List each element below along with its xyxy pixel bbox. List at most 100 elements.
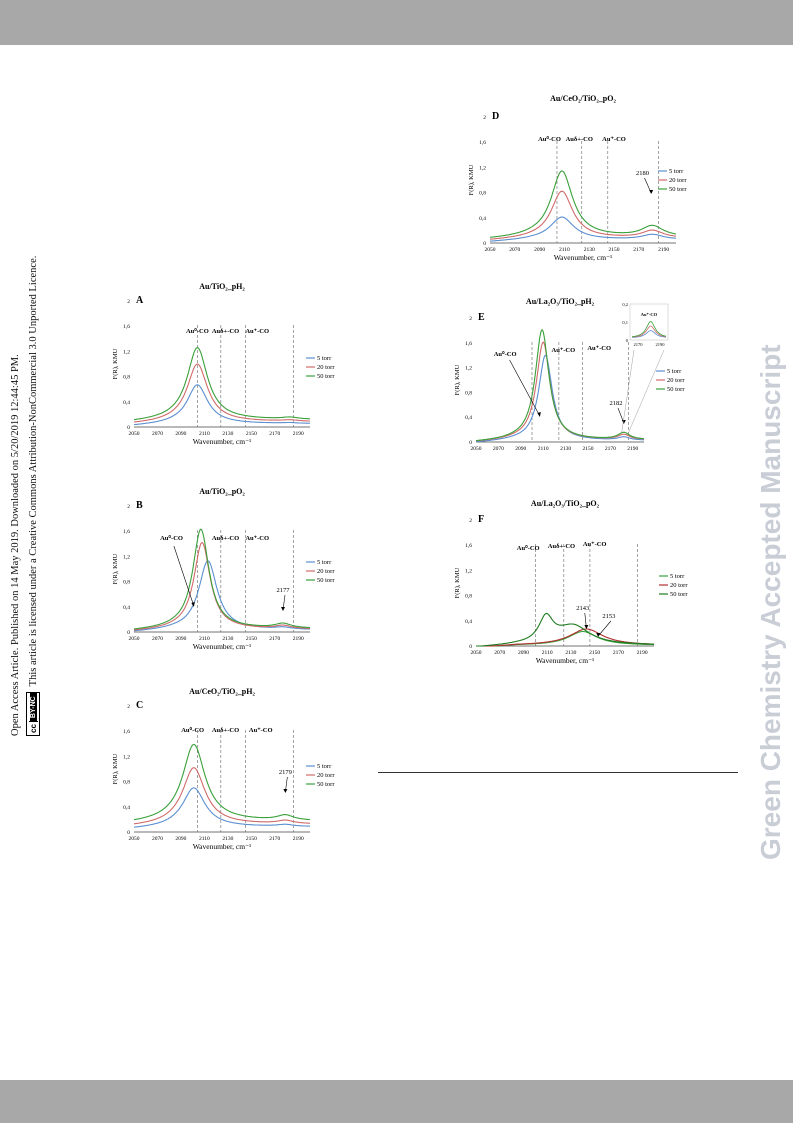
- y-tick-label: 0: [469, 440, 472, 446]
- series-line: [476, 354, 644, 443]
- x-tick-label: 2090: [175, 431, 186, 437]
- shift-arrowhead: [191, 602, 195, 607]
- peak-annotation: Au⁺-CO: [249, 727, 273, 734]
- y-tick-label: 0,8: [123, 780, 130, 786]
- legend-label: 5 torr: [669, 168, 684, 175]
- y-tick-label: 1,6: [123, 324, 130, 330]
- y-tick-label: 0: [483, 241, 486, 247]
- x-tick-label: 2110: [542, 650, 553, 656]
- panel-letter: D: [492, 111, 499, 122]
- y-tick-label: 1,2: [479, 165, 486, 171]
- peak-annotation: Au⁰-CO: [517, 544, 540, 552]
- series-line: [489, 170, 677, 238]
- x-tick-label: 2050: [129, 636, 140, 642]
- y-tick-label: 0,4: [465, 619, 472, 625]
- y-tick-label: 0,4: [123, 400, 130, 406]
- marker-arrowhead: [621, 420, 626, 424]
- y-tick-label: 1,2: [465, 366, 472, 372]
- panel-letter: A: [136, 295, 144, 306]
- chart-f: Au/La₂O₃/TiO₂_pO₂ F 0 0,4 0,8 1,2 1,6 2 2050 2070…: [454, 499, 688, 665]
- peak-annotation: Au⁰-CO: [494, 350, 517, 358]
- inset-annotation: Au⁺-CO: [641, 312, 658, 317]
- y-tick-label: 0: [127, 830, 130, 836]
- x-axis-label: Wavenumber, cm⁻¹: [193, 642, 252, 651]
- chart-panel-a: Au/TiO₂_pH₂ A 0 0,4 0,8 1,2 1,6 2 2050 2070 2090 21…: [110, 282, 335, 463]
- x-tick-label: 2090: [518, 650, 529, 656]
- x-tick-label: 2070: [152, 636, 163, 642]
- series-line: [133, 541, 311, 631]
- peak-marker-label: 2177: [277, 587, 291, 594]
- x-tick-label: 2190: [627, 446, 638, 452]
- marker-arrowhead: [649, 190, 654, 194]
- y-axis-label: F(R), KMU: [468, 164, 475, 195]
- x-tick-label: 2070: [152, 431, 163, 437]
- legend-label: 50 torr: [670, 591, 688, 598]
- by-nc-badge-text: BY-NC: [29, 693, 37, 722]
- x-tick-label: 2170: [269, 636, 280, 642]
- shift-arrow: [173, 545, 195, 607]
- inset-y-tick: 0,2: [622, 302, 628, 308]
- shift-arrowhead: [537, 412, 541, 417]
- peak-annotation: Au⁰-CO: [186, 327, 209, 335]
- chart-title: Au/La₂O₃/TiO₂_pH₂: [526, 297, 595, 306]
- peak-marker-label: 2153: [602, 613, 615, 620]
- shift-arrow: [509, 359, 541, 417]
- y-tick-label: 2: [127, 504, 130, 510]
- x-tick-label: 2050: [129, 836, 140, 842]
- peak-annotation: Au⁺-CO: [552, 347, 576, 354]
- series-line: [133, 767, 310, 825]
- accepted-manuscript-watermark: Green Chemistry Accepted Manuscript: [755, 344, 786, 860]
- y-tick-label: 2: [469, 518, 472, 524]
- header-bar: [0, 0, 793, 45]
- x-tick-label: 2130: [222, 836, 233, 842]
- legend-label: 5 torr: [317, 355, 332, 362]
- legend-label: 5 torr: [670, 573, 685, 580]
- inset-connector: [628, 349, 665, 434]
- x-tick-label: 2110: [538, 446, 549, 452]
- peak-annotation: Auδ+-CO: [212, 727, 239, 734]
- peak-annotation: Au⁺-CO: [583, 541, 607, 548]
- y-tick-label: 1,6: [465, 341, 472, 347]
- peak-annotation: Auδ+-CO: [212, 535, 239, 542]
- y-tick-label: 1,2: [123, 554, 130, 560]
- inset-series-line: [632, 330, 667, 338]
- footer-bar: [0, 1080, 793, 1123]
- panel-letter: F: [478, 514, 484, 525]
- legend-label: 20 torr: [317, 364, 335, 371]
- peak-annotation: Au⁺-CO: [587, 345, 611, 352]
- y-tick-label: 0,4: [123, 605, 130, 611]
- series-line: [133, 528, 310, 630]
- peak-marker-label: 2179: [279, 769, 292, 776]
- legend-label: 20 torr: [669, 177, 687, 184]
- legend-label: 50 torr: [667, 386, 685, 393]
- series-line: [475, 329, 645, 442]
- cc-license-badge[interactable]: cc BY-NC: [26, 692, 40, 736]
- marker-arrow: [597, 620, 612, 637]
- license-text[interactable]: This article is licensed under a Creativ…: [27, 255, 39, 687]
- y-tick-label: 1,6: [123, 529, 130, 535]
- series-line: [133, 787, 311, 828]
- x-tick-label: 2070: [493, 446, 504, 452]
- chart-title: Au/TiO₂_pH₂: [199, 282, 245, 291]
- marker-arrowhead: [281, 607, 286, 611]
- marker-arrowhead: [596, 633, 601, 637]
- license-note: cc BY-NC This article is licensed under …: [26, 256, 40, 736]
- peak-annotation: Auδ+-CO: [548, 543, 575, 550]
- chart-panel-d: Au/CeO₂/TiO₂_pO₂ D 0 0,4 0,8 1,2 1,6 2 2050 2070 2…: [460, 94, 700, 280]
- peak-marker-label: 2182: [610, 400, 623, 407]
- chart-b: Au/TiO₂_pO₂ B 0 0,4 0,8 1,2 1,6 2 2050 2070 2090 21…: [112, 487, 335, 651]
- peak-annotation: Au⁰-CO: [160, 534, 183, 542]
- y-tick-label: 0,4: [465, 415, 472, 421]
- x-tick-label: 2150: [246, 836, 257, 842]
- x-tick-label: 2050: [471, 446, 482, 452]
- x-tick-label: 2110: [199, 836, 210, 842]
- x-tick-label: 2070: [509, 247, 520, 253]
- y-tick-label: 1,2: [123, 349, 130, 355]
- y-tick-label: 0,8: [123, 375, 130, 381]
- y-axis-label: F(R), KMU: [454, 364, 461, 395]
- x-tick-label: 2090: [515, 446, 526, 452]
- inset-x-tick: 2170: [634, 342, 644, 347]
- x-tick-label: 2170: [269, 431, 280, 437]
- peak-annotation: Auδ+-CO: [566, 136, 593, 143]
- y-tick-label: 2: [127, 704, 130, 710]
